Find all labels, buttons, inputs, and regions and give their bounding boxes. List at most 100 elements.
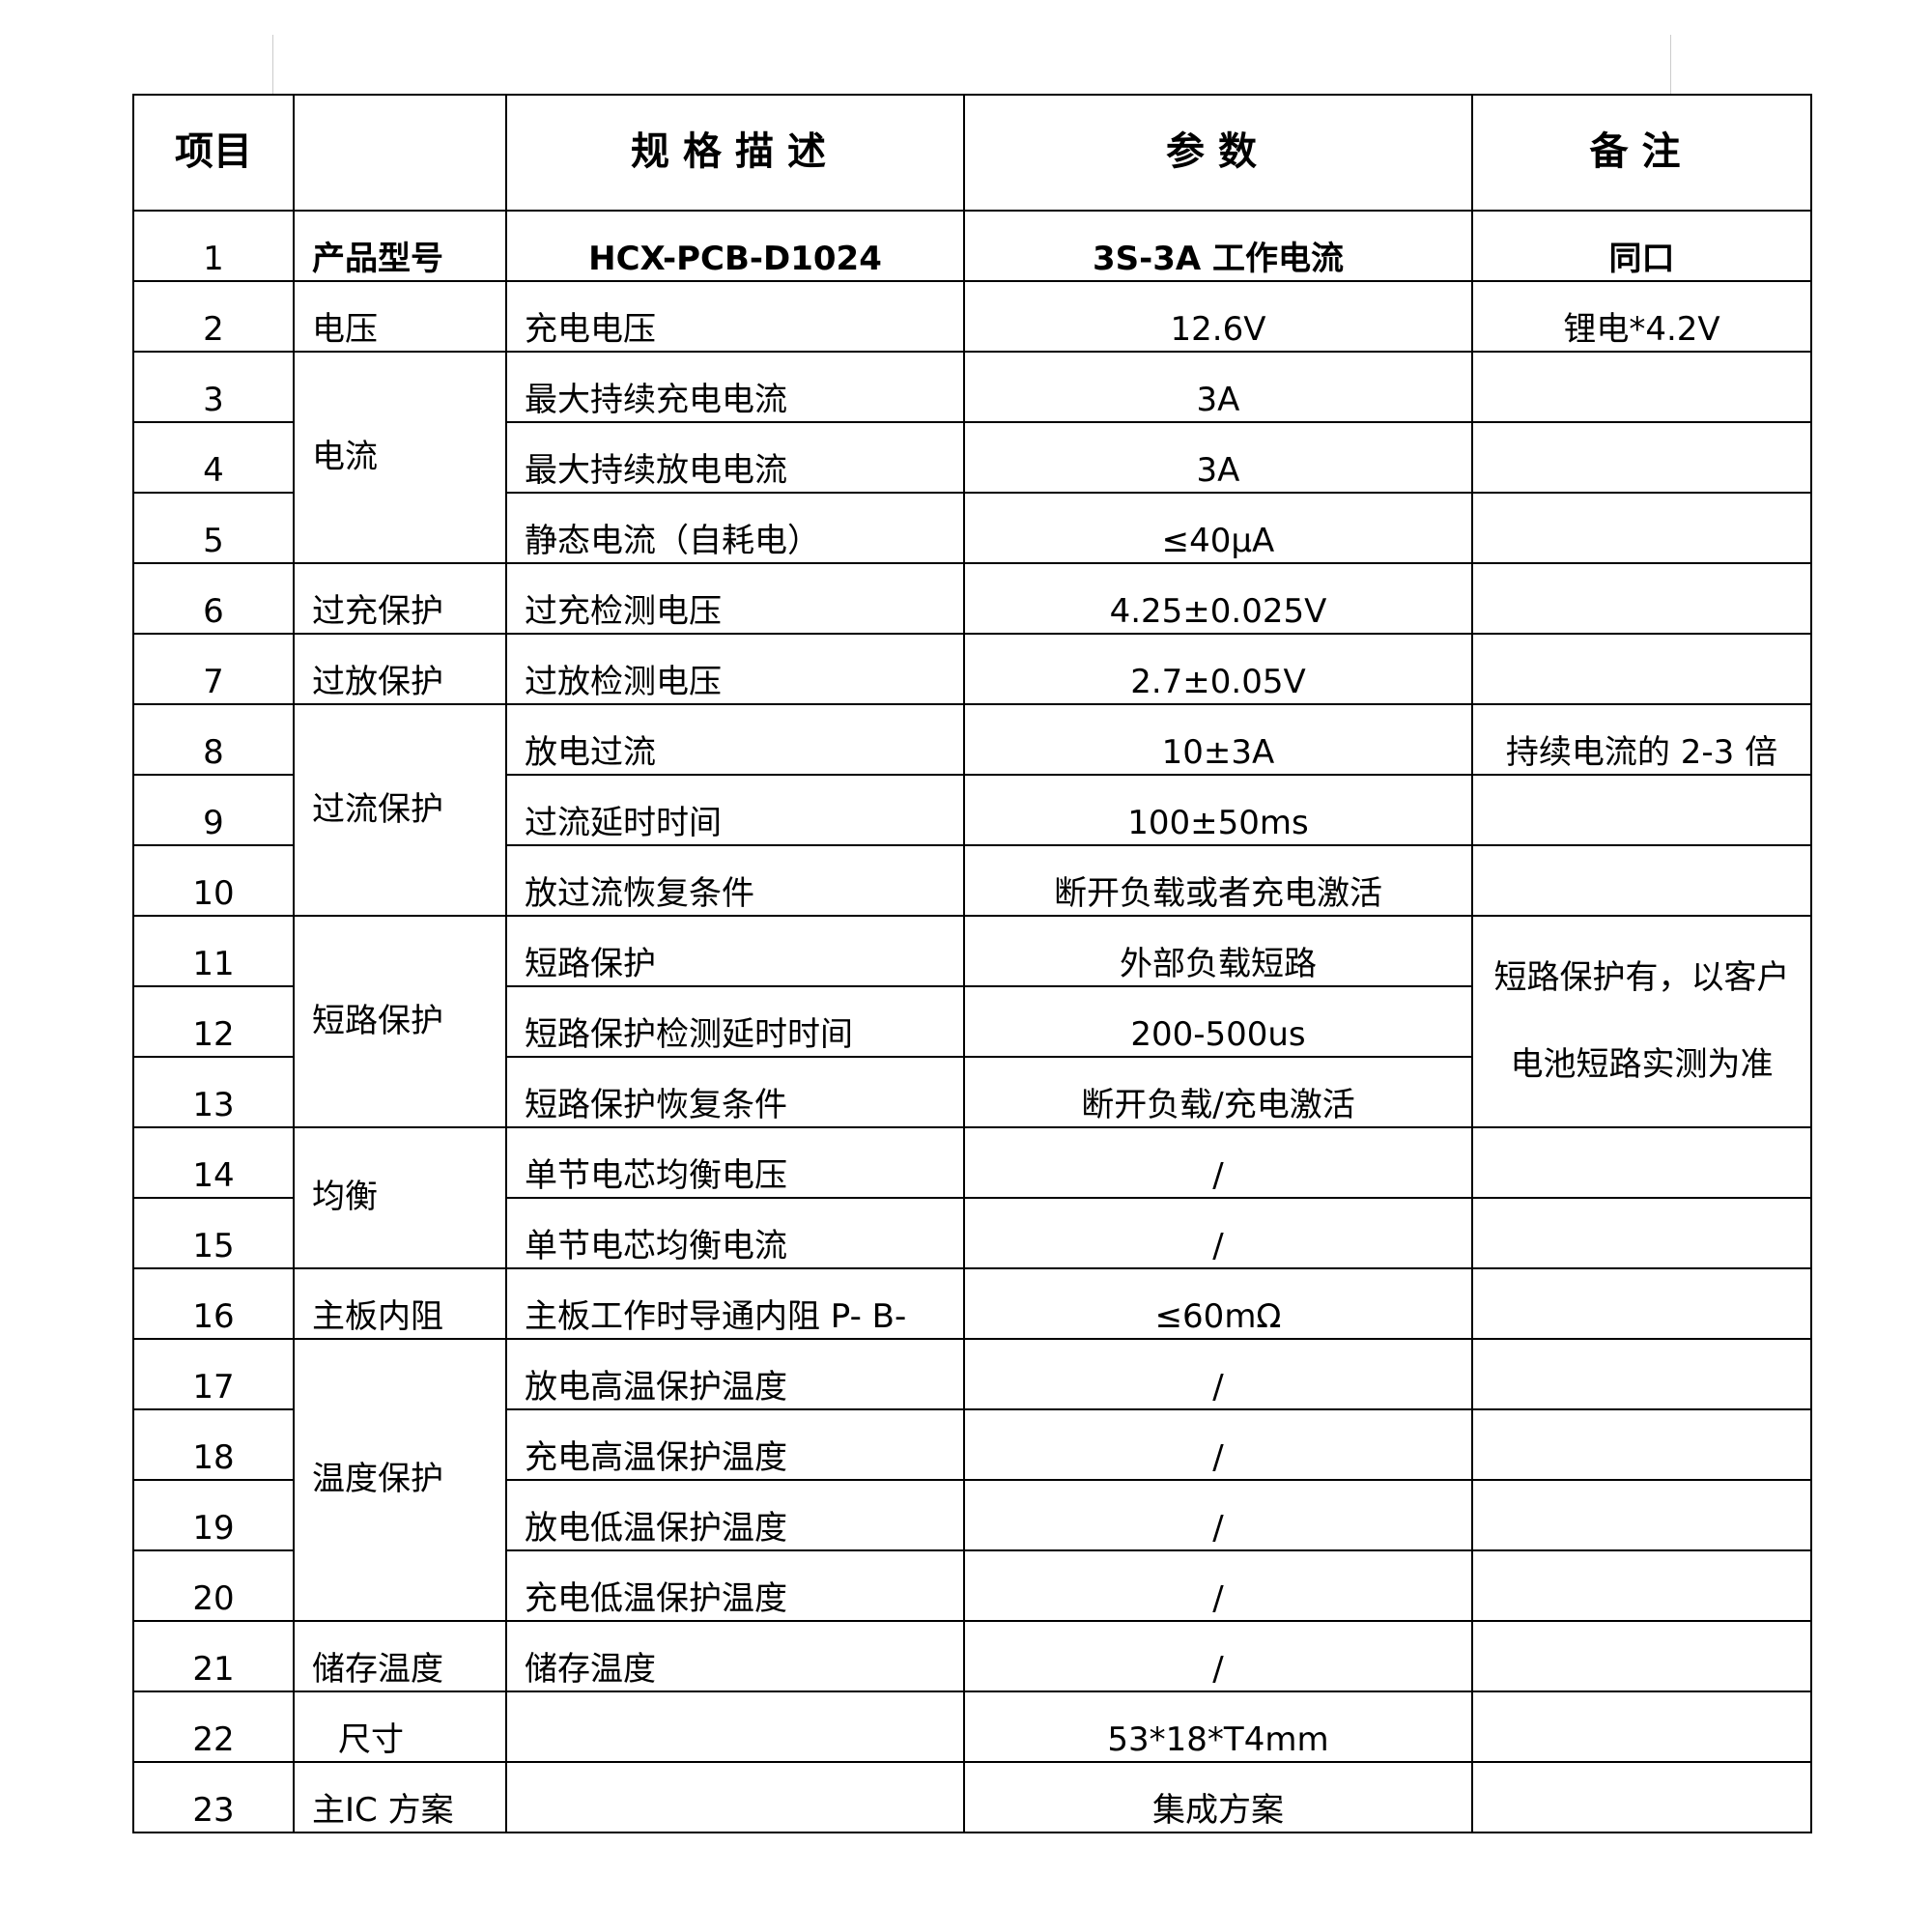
category-cell: 主板内阻 xyxy=(293,1267,507,1340)
table-row: 20 充电低温保护温度 / xyxy=(132,1549,1812,1622)
spec-cell: 短路保护检测延时时间 xyxy=(505,985,965,1058)
spec-cell: 静态电流（自耗电） xyxy=(505,492,965,564)
item-number: 2 xyxy=(132,280,295,353)
category-cell: 过流保护 xyxy=(293,703,507,917)
spec-cell: 充电电压 xyxy=(505,280,965,353)
category-cell: 短路保护 xyxy=(293,915,507,1128)
item-number: 15 xyxy=(132,1197,295,1269)
item-number: 23 xyxy=(132,1761,295,1833)
table-header-row: 项目 规格描述 参数 备注 xyxy=(132,94,1812,212)
category-cell: 尺寸 xyxy=(293,1690,507,1763)
param-cell: 53*18*T4mm xyxy=(963,1690,1473,1763)
spec-cell xyxy=(505,1690,965,1763)
remark-cell xyxy=(1471,421,1812,494)
item-number: 8 xyxy=(132,703,295,776)
remark-cell: 持续电流的 2-3 倍 xyxy=(1471,703,1812,776)
remark-cell: 短路保护有，以客户 电池短路实测为准 xyxy=(1471,915,1812,1128)
spec-cell: 短路保护恢复条件 xyxy=(505,1056,965,1128)
param-cell: 断开负载或者充电激活 xyxy=(963,844,1473,917)
table-row: 19 放电低温保护温度 / xyxy=(132,1479,1812,1551)
spec-cell: 放电过流 xyxy=(505,703,965,776)
remark-line: 短路保护有，以客户 xyxy=(1493,957,1790,997)
item-number: 12 xyxy=(132,985,295,1058)
remark-cell xyxy=(1471,492,1812,564)
param-cell: / xyxy=(963,1408,1473,1481)
param-cell: 外部负载短路 xyxy=(963,915,1473,987)
item-number: 13 xyxy=(132,1056,295,1128)
spec-cell: 短路保护 xyxy=(505,915,965,987)
remark-cell xyxy=(1471,1761,1812,1833)
category-cell: 过放保护 xyxy=(293,633,507,705)
table-row: 7 过放保护 过放检测电压 2.7±0.05V xyxy=(132,633,1812,705)
table-row: 17 温度保护 放电高温保护温度 / xyxy=(132,1338,1812,1622)
param-cell: 2.7±0.05V xyxy=(963,633,1473,705)
category-cell: 储存温度 xyxy=(293,1620,507,1692)
item-number: 21 xyxy=(132,1620,295,1692)
param-cell: / xyxy=(963,1126,1473,1199)
item-number: 6 xyxy=(132,562,295,635)
item-number: 11 xyxy=(132,915,295,987)
table-row: 12 短路保护检测延时时间 200-500us xyxy=(132,985,1811,1058)
param-cell: 3A xyxy=(963,351,1473,423)
spec-cell: 放电高温保护温度 xyxy=(505,1338,965,1410)
param-cell: / xyxy=(963,1620,1473,1692)
item-number: 4 xyxy=(132,421,295,494)
spec-cell: 充电低温保护温度 xyxy=(505,1549,965,1622)
table-row: 18 充电高温保护温度 / xyxy=(132,1408,1812,1481)
param-cell: 4.25±0.025V xyxy=(963,562,1473,635)
param-cell: 集成方案 xyxy=(963,1761,1473,1833)
table-row: 4 最大持续放电电流 3A xyxy=(132,421,1812,494)
category-cell: 温度保护 xyxy=(293,1338,507,1622)
category-cell: 电流 xyxy=(293,351,507,564)
category-cell: 均衡 xyxy=(293,1126,507,1269)
param-cell: 3A xyxy=(963,421,1473,494)
header-param: 参数 xyxy=(963,94,1473,212)
header-category xyxy=(293,94,507,212)
param-cell: 200-500us xyxy=(963,985,1473,1058)
table-row: 5 静态电流（自耗电） ≤40μA xyxy=(132,492,1812,564)
remark-cell xyxy=(1471,1549,1812,1622)
spec-cell: 过流延时时间 xyxy=(505,774,965,846)
remark-cell xyxy=(1471,633,1812,705)
param-cell: / xyxy=(963,1197,1473,1269)
item-number: 18 xyxy=(132,1408,295,1481)
spec-cell: 最大持续放电电流 xyxy=(505,421,965,494)
remark-cell xyxy=(1471,1126,1812,1199)
item-number: 7 xyxy=(132,633,295,705)
header-spec: 规格描述 xyxy=(505,94,965,212)
remark-cell xyxy=(1471,774,1812,846)
item-number: 22 xyxy=(132,1690,295,1763)
remark-cell xyxy=(1471,1479,1812,1551)
spec-cell: 储存温度 xyxy=(505,1620,965,1692)
table-row: 10 放过流恢复条件 断开负载或者充电激活 xyxy=(132,844,1812,917)
item-number: 17 xyxy=(132,1338,295,1410)
remark-cell xyxy=(1471,844,1812,917)
table-row: 11 短路保护 短路保护 外部负载短路 短路保护有，以客户 电池短路实测为准 xyxy=(132,915,1812,1128)
spec-cell xyxy=(505,1761,965,1833)
header-remark: 备注 xyxy=(1471,94,1812,212)
item-number: 10 xyxy=(132,844,295,917)
param-cell: 10±3A xyxy=(963,703,1473,776)
param-cell: / xyxy=(963,1479,1473,1551)
remark-cell xyxy=(1471,1338,1812,1410)
remark-cell: 锂电*4.2V xyxy=(1471,280,1812,353)
item-number: 5 xyxy=(132,492,295,564)
item-number: 20 xyxy=(132,1549,295,1622)
remark-cell xyxy=(1471,562,1812,635)
margin-guide-left xyxy=(272,35,273,94)
spec-cell: 过放检测电压 xyxy=(505,633,965,705)
margin-guide-right xyxy=(1670,35,1671,94)
remark-cell xyxy=(1471,1620,1812,1692)
category-cell: 产品型号 xyxy=(293,210,507,282)
table-row: 22 尺寸 53*18*T4mm xyxy=(132,1690,1812,1763)
category-cell: 过充保护 xyxy=(293,562,507,635)
table-row: 21 储存温度 储存温度 / xyxy=(132,1620,1812,1692)
item-number: 1 xyxy=(132,210,295,282)
table-row: 14 均衡 单节电芯均衡电压 / xyxy=(132,1126,1812,1269)
table-row: 3 电流 最大持续充电电流 3A xyxy=(132,351,1812,564)
table-row: 13 短路保护恢复条件 断开负载/充电激活 xyxy=(132,1056,1811,1128)
remark-cell xyxy=(1471,1690,1812,1763)
param-cell: 3S-3A 工作电流 xyxy=(963,210,1473,282)
category-cell: 电压 xyxy=(293,280,507,353)
table-row: 8 过流保护 放电过流 10±3A 持续电流的 2-3 倍 xyxy=(132,703,1812,917)
